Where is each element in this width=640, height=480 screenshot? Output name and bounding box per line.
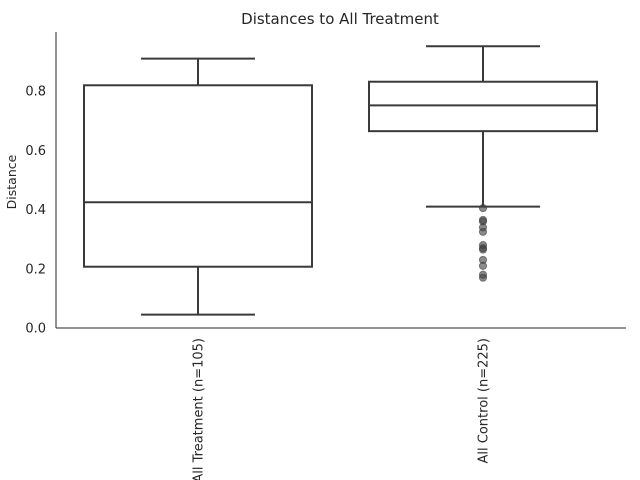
iqr-box [368,80,598,133]
category-labels: All Treatment (n=105) All Control (n=225) [192,338,492,480]
outlier-point [478,261,488,270]
outlier-point [478,204,488,213]
iqr-box [83,84,313,268]
y-tick-labels: 0.0 0.2 0.4 0.6 0.8 [25,85,46,337]
y-tick-label: 0.0 [25,322,46,337]
outlier-point [478,245,488,254]
y-tick-label: 0.4 [25,203,46,218]
y-tick-label: 0.2 [25,262,46,277]
y-tick-label: 0.8 [25,85,46,100]
x-category-label: All Control (n=225) [477,338,492,463]
outlier-point [478,273,488,282]
box-group [83,57,313,316]
y-axis-label: Distance [4,154,19,209]
outlier-point [478,227,488,236]
boxes-group [83,45,598,316]
chart-title: Distances to All Treatment [241,10,439,28]
x-category-label: All Treatment (n=105) [192,338,207,480]
box-group [368,45,598,282]
y-tick-label: 0.6 [25,144,46,159]
